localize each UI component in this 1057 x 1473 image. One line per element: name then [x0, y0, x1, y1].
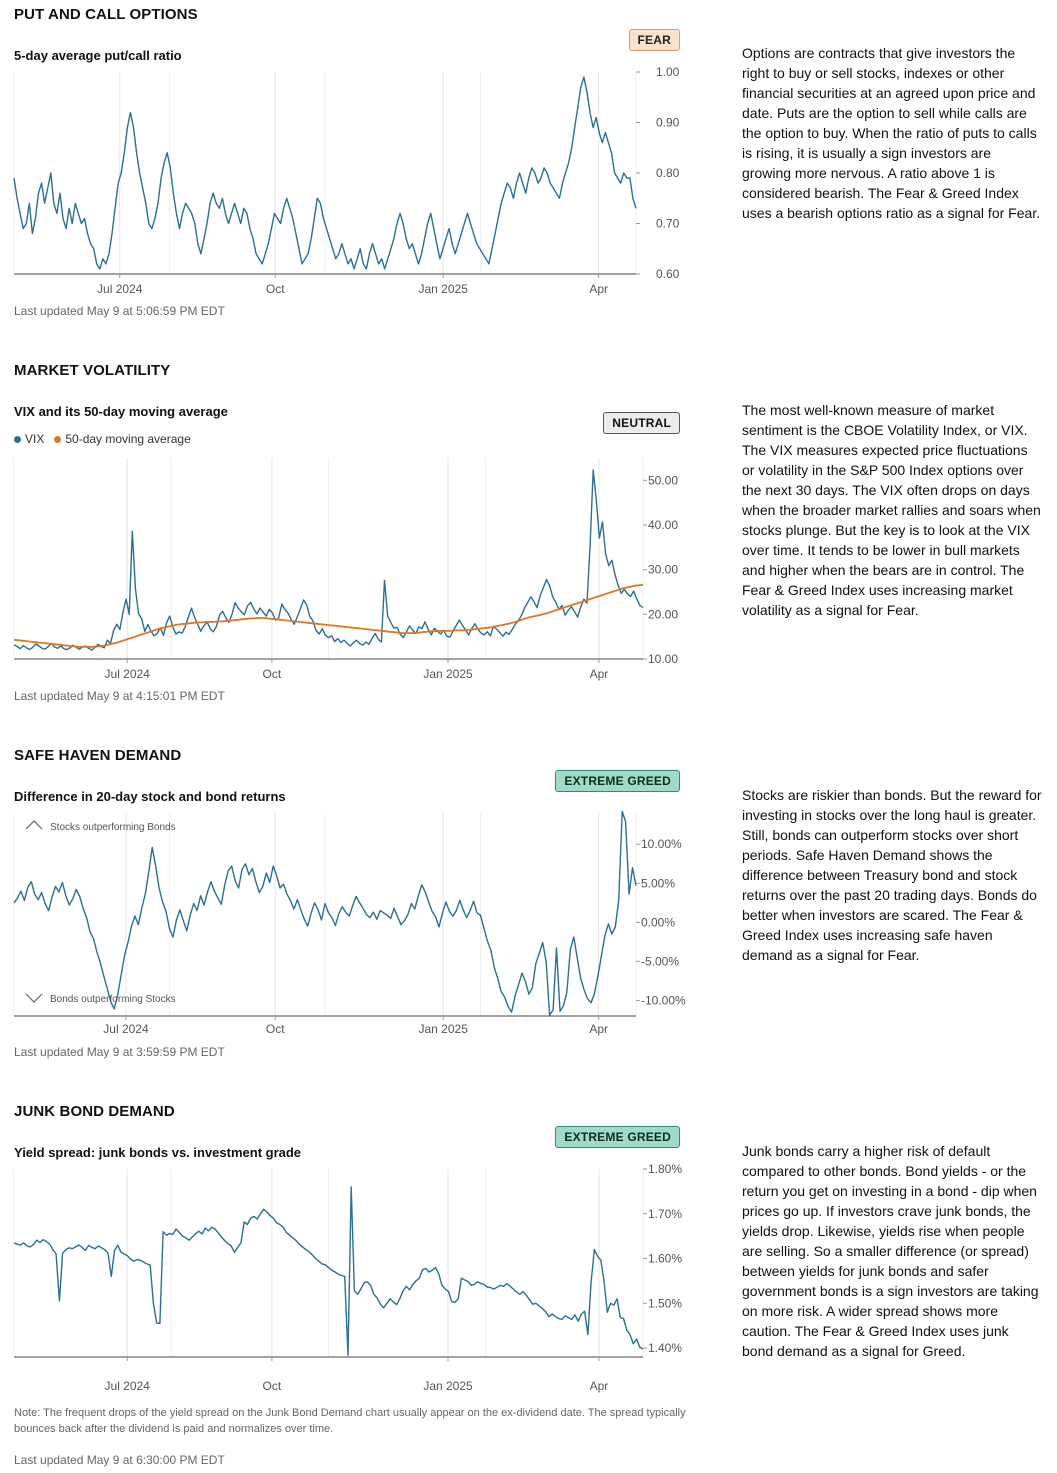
y-tick-label: 1.40%	[648, 1341, 682, 1355]
series-line-moving-average	[13, 584, 644, 648]
section-description: Stocks are riskier than bonds. But the r…	[742, 787, 1042, 963]
status-badge-neutral: NEUTRAL	[603, 412, 680, 434]
last-updated: Last updated May 9 at 3:59:59 PM EDT	[14, 1045, 225, 1059]
section-description: Junk bonds carry a higher risk of defaul…	[742, 1143, 1039, 1359]
series-line	[13, 76, 637, 270]
chart-legend: VIX 50-day moving average	[14, 432, 191, 446]
series-line	[13, 810, 637, 1016]
x-tick-label: Oct	[266, 282, 285, 296]
annotation-bottom: Bonds outperforming Stocks	[50, 994, 176, 1005]
section-title: JUNK BOND DEMAND	[14, 1103, 175, 1120]
y-tick-label: 40.00	[648, 518, 678, 532]
y-tick-label: -10.00%	[641, 993, 686, 1007]
last-updated: Last updated May 9 at 6:30:00 PM EDT	[14, 1453, 225, 1467]
safe-haven-chart: 10.00% 5.00% 0.00% -5.00% -10.00% Jul 2024 Oct…	[13, 810, 686, 1036]
y-tick-label: 30.00	[648, 563, 678, 577]
legend-item-vix: VIX	[14, 432, 44, 446]
x-tick-label: Oct	[266, 1022, 285, 1036]
section-description: Options are contracts that give investor…	[742, 45, 1041, 221]
y-tick-label: 10.00%	[641, 837, 682, 851]
chart-subtitle: VIX and its 50-day moving average	[14, 404, 228, 419]
y-tick-label: 1.80%	[648, 1162, 682, 1176]
section-put-call: PUT AND CALL OPTIONS 5-day average put/c…	[0, 0, 1057, 340]
section-market-volatility: MARKET VOLATILITY VIX and its 50-day mov…	[0, 356, 1057, 716]
x-tick-label: Jan 2025	[418, 1022, 468, 1036]
chevron-down-icon	[25, 993, 43, 1003]
section-title: SAFE HAVEN DEMAND	[14, 747, 182, 764]
junk-bond-chart: 1.80% 1.70% 1.60% 1.50% 1.40% Jul 2024 Oct Jan …	[13, 1162, 682, 1393]
y-tick-label: 20.00	[648, 607, 678, 621]
y-tick-label: 1.50%	[648, 1296, 682, 1310]
y-tick-label: 1.00	[656, 65, 680, 79]
x-tick-label: Apr	[589, 282, 608, 296]
y-tick-label: -5.00%	[641, 954, 679, 968]
x-tick-label: Apr	[590, 1379, 609, 1393]
section-title: MARKET VOLATILITY	[14, 362, 171, 379]
status-badge-extreme-greed: EXTREME GREED	[555, 1126, 680, 1148]
y-tick-label: 1.70%	[648, 1207, 682, 1221]
x-tick-label: Jul 2024	[105, 667, 151, 681]
x-tick-label: Oct	[263, 667, 282, 681]
vix-chart: 50.00 40.00 30.00 20.00 10.00 Jul 2024 Oct Jan …	[13, 458, 678, 681]
chart-subtitle: 5-day average put/call ratio	[14, 48, 182, 63]
y-tick-label: 0.80	[656, 166, 680, 180]
chart-subtitle: Difference in 20-day stock and bond retu…	[14, 789, 286, 804]
section-title: PUT AND CALL OPTIONS	[14, 6, 198, 23]
x-tick-label: Jul 2024	[97, 282, 143, 296]
y-tick-label: 5.00%	[641, 876, 675, 890]
x-tick-label: Apr	[590, 667, 609, 681]
legend-item-moving-average: 50-day moving average	[54, 432, 191, 446]
x-tick-label: Jul 2024	[105, 1379, 151, 1393]
x-tick-label: Jan 2025	[423, 1379, 473, 1393]
y-tick-label: 50.00	[648, 473, 678, 487]
section-safe-haven: SAFE HAVEN DEMAND Difference in 20-day s…	[0, 741, 1057, 1081]
section-junk-bond: JUNK BOND DEMAND Yield spread: junk bond…	[0, 1097, 1057, 1473]
annotation-top: Stocks outperforming Bonds	[50, 822, 176, 833]
x-tick-label: Jul 2024	[103, 1022, 149, 1036]
y-tick-label: 0.00%	[641, 915, 675, 929]
y-tick-label: 1.60%	[648, 1252, 682, 1266]
status-badge-extreme-greed: EXTREME GREED	[555, 770, 680, 792]
last-updated: Last updated May 9 at 4:15:01 PM EDT	[14, 689, 225, 703]
y-tick-label: 0.70	[656, 217, 680, 231]
series-line	[13, 469, 644, 651]
x-tick-label: Jan 2025	[418, 282, 468, 296]
section-description: The most well-known measure of market se…	[742, 402, 1041, 618]
x-tick-label: Apr	[589, 1022, 608, 1036]
chevron-up-icon	[25, 820, 43, 830]
status-badge-fear: FEAR	[628, 29, 680, 51]
chart-note: Note: The frequent drops of the yield sp…	[14, 1407, 686, 1435]
y-tick-label: 0.60	[656, 267, 680, 281]
y-tick-label: 10.00	[648, 652, 678, 666]
x-tick-label: Oct	[263, 1379, 282, 1393]
series-line	[13, 1186, 644, 1356]
put-call-ratio-chart: 1.00 0.90 0.80 0.70 0.60 Jul 2024 Oct Jan 2025 A…	[13, 65, 680, 296]
last-updated: Last updated May 9 at 5:06:59 PM EDT	[14, 304, 225, 318]
y-tick-label: 0.90	[656, 116, 680, 130]
x-tick-label: Jan 2025	[423, 667, 473, 681]
chart-subtitle: Yield spread: junk bonds vs. investment …	[14, 1145, 302, 1160]
